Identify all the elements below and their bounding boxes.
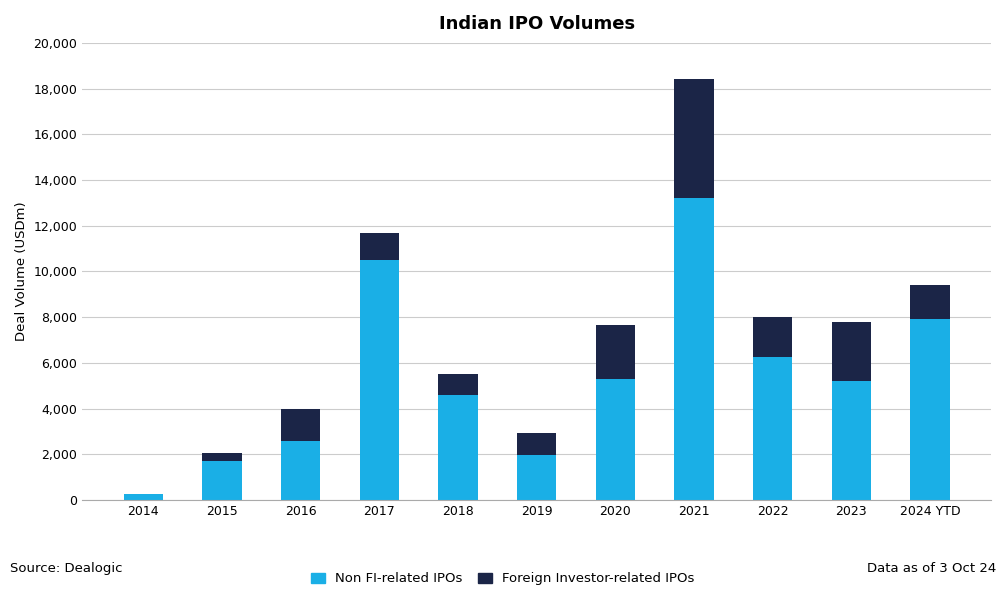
- Bar: [359, 233, 399, 260]
- Bar: [439, 374, 478, 395]
- Bar: [910, 320, 950, 500]
- Y-axis label: Deal Volume (USDm): Deal Volume (USDm): [15, 202, 28, 341]
- Text: Source: Dealogic: Source: Dealogic: [10, 562, 123, 575]
- Bar: [596, 325, 635, 379]
- Title: Indian IPO Volumes: Indian IPO Volumes: [439, 15, 635, 33]
- Bar: [359, 260, 399, 500]
- Bar: [281, 440, 320, 500]
- Bar: [674, 79, 713, 198]
- Bar: [596, 379, 635, 500]
- Bar: [439, 395, 478, 500]
- Legend: Non FI-related IPOs, Foreign Investor-related IPOs: Non FI-related IPOs, Foreign Investor-re…: [312, 572, 694, 585]
- Text: Data as of 3 Oct 24: Data as of 3 Oct 24: [867, 562, 996, 575]
- Bar: [124, 494, 163, 500]
- Bar: [674, 198, 713, 500]
- Bar: [832, 381, 871, 500]
- Bar: [517, 433, 556, 455]
- Bar: [517, 455, 556, 500]
- Bar: [832, 321, 871, 381]
- Bar: [753, 357, 793, 500]
- Bar: [281, 408, 320, 440]
- Bar: [202, 453, 241, 461]
- Bar: [202, 461, 241, 500]
- Bar: [910, 285, 950, 320]
- Bar: [753, 317, 793, 357]
